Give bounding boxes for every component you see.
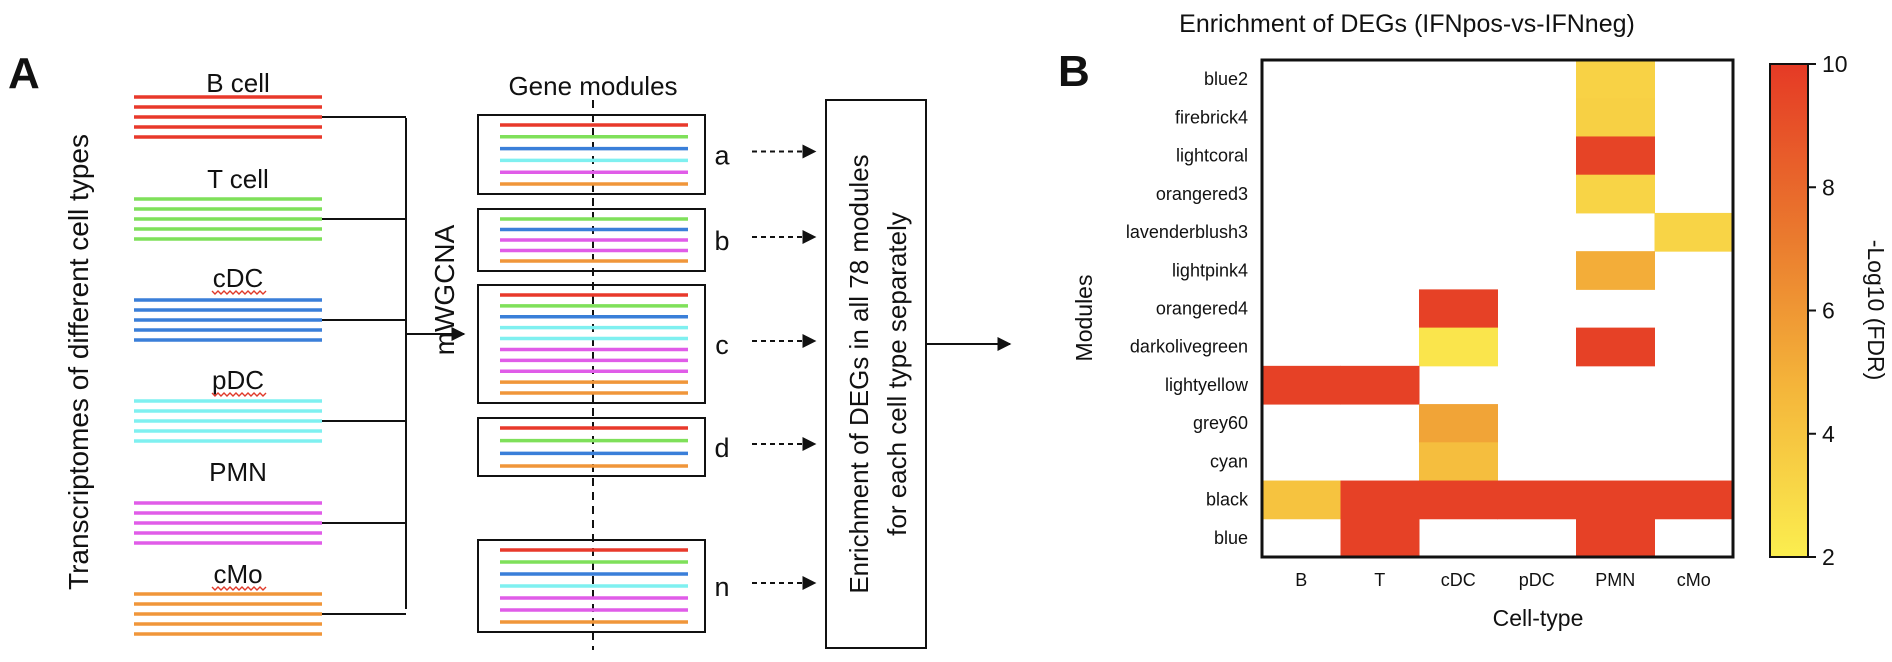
heatmap-cell-black-T	[1340, 480, 1420, 520]
panel-a-yaxis-label: Transcriptomes of different cell types	[63, 134, 94, 590]
y-tick-label: firebrick4	[1175, 107, 1248, 127]
module-box	[477, 539, 706, 633]
gene-module-d: d	[477, 417, 817, 477]
spellcheck-underline	[211, 290, 267, 295]
x-tick-label: PMN	[1595, 570, 1635, 590]
colorbar-tick-label: 2	[1822, 544, 1835, 570]
cell-type-label: pDC	[212, 365, 264, 395]
heatmap-cell-black-pDC	[1497, 480, 1577, 520]
enrichment-box	[825, 99, 927, 649]
colorbar-label: -Log10 (FDR)	[1863, 240, 1889, 381]
x-tick-label: cMo	[1677, 570, 1711, 590]
heatmap-cell-lightyellow-T	[1340, 365, 1420, 405]
colorbar-ticks: 2 4 6 8 10	[1808, 51, 1848, 570]
heatmap-cell-lightcoral-PMN	[1576, 136, 1655, 176]
module-label: b	[714, 226, 729, 256]
cell-type-label: cMo	[213, 559, 262, 589]
gene-module-a: a	[477, 114, 817, 195]
method-label: mWGCNA	[429, 224, 460, 355]
heatmap-cell-firebrick4-PMN	[1576, 98, 1655, 137]
colorbar	[1769, 63, 1809, 558]
module-label: d	[714, 433, 729, 463]
cell-type-label: cDC	[213, 263, 264, 293]
y-tick-label: blue2	[1204, 69, 1248, 89]
cell-type-cdc: cDC	[134, 263, 322, 342]
y-tick-label: black	[1206, 490, 1249, 510]
module-label: c	[715, 330, 729, 360]
heatmap-tick-labels: blue2 firebrick4 lightcoral orangered3 laven…	[1126, 69, 1711, 590]
heatmap-frame	[1260, 58, 1735, 559]
cell-type-pmn: PMN	[134, 457, 322, 545]
merge-connector	[322, 116, 407, 615]
cell-type-cmo: cMo	[134, 559, 322, 636]
module-box	[477, 417, 706, 477]
enrichment-box-line1: Enrichment of DEGs in all 78 modules	[844, 154, 874, 593]
colorbar-tick-label: 10	[1822, 51, 1848, 77]
module-box	[477, 114, 706, 195]
y-tick-label: grey60	[1193, 413, 1248, 433]
heatmap-cell-blue-T	[1340, 518, 1420, 558]
gene-module-b: b	[477, 208, 817, 272]
heatmap-cells	[1262, 60, 1734, 558]
module-label: a	[714, 141, 730, 171]
panel-a-letter: A	[8, 49, 40, 98]
heatmap-ylabel: Modules	[1071, 275, 1097, 362]
y-tick-label: lightyellow	[1165, 375, 1249, 395]
heatmap-cell-lightyellow-B	[1262, 365, 1341, 405]
y-tick-label: blue	[1214, 528, 1248, 548]
spellcheck-underline	[211, 392, 267, 397]
y-tick-label: orangered3	[1156, 184, 1248, 204]
spellcheck-underline	[211, 586, 267, 591]
cell-type-pdc: pDC	[134, 365, 322, 443]
cell-type-transcriptomes: B cell T cell cDC pDC PMN cMo	[134, 68, 322, 636]
cell-type-label: PMN	[209, 457, 267, 487]
y-tick-label: lightcoral	[1176, 146, 1248, 166]
gene-modules-header: Gene modules	[508, 71, 677, 101]
heatmap-cell-orangered3-PMN	[1576, 174, 1655, 214]
y-tick-label: cyan	[1210, 451, 1248, 471]
x-tick-label: pDC	[1519, 570, 1555, 590]
heatmap-cell-darkolivegreen-cDC	[1419, 327, 1498, 367]
heatmap-xlabel: Cell-type	[1493, 605, 1584, 631]
gene-module-boxes: a b c d n	[477, 114, 817, 633]
enrichment-box-line2: for each cell type separately	[882, 212, 912, 536]
module-label: n	[714, 572, 729, 602]
y-tick-label: lavenderblush3	[1126, 222, 1248, 242]
gene-module-c: c	[477, 284, 817, 404]
module-box	[477, 284, 706, 404]
heatmap-cell-darkolivegreen-PMN	[1576, 327, 1655, 367]
y-tick-label: lightpink4	[1172, 260, 1248, 280]
heatmap-cell-blue2-PMN	[1576, 60, 1655, 99]
colorbar-tick-label: 6	[1822, 298, 1835, 324]
heatmap-cell-black-B	[1262, 480, 1341, 520]
panel-b: B Enrichment of DEGs (IFNpos-vs-IFNneg) …	[1058, 10, 1889, 631]
gene-module-n: n	[477, 539, 817, 633]
heatmap-title: Enrichment of DEGs (IFNpos-vs-IFNneg)	[1179, 10, 1635, 38]
x-tick-label: cDC	[1441, 570, 1476, 590]
y-tick-label: darkolivegreen	[1130, 337, 1248, 357]
heatmap-cell-black-cDC	[1419, 480, 1498, 520]
panel-b-letter: B	[1058, 47, 1090, 96]
heatmap-cell-grey60-cDC	[1419, 404, 1498, 443]
colorbar-tick-label: 8	[1822, 174, 1835, 200]
panel-a: A Transcriptomes of different cell types…	[8, 49, 1012, 650]
heatmap-cell-black-PMN	[1576, 480, 1655, 520]
heatmap-cell-orangered4-cDC	[1419, 289, 1498, 329]
heatmap-cell-cyan-cDC	[1419, 442, 1498, 482]
heatmap-cell-lavenderblush3-cMo	[1654, 212, 1734, 252]
x-tick-label: B	[1295, 570, 1307, 590]
x-tick-label: T	[1374, 570, 1385, 590]
colorbar-tick-label: 4	[1822, 421, 1835, 447]
cell-type-b-cell: B cell	[134, 68, 322, 139]
heatmap-cell-blue-PMN	[1576, 518, 1655, 558]
cell-type-label: B cell	[206, 68, 270, 98]
y-tick-label: orangered4	[1156, 299, 1248, 319]
heatmap-cell-lightpink4-PMN	[1576, 251, 1655, 290]
cell-type-label: T cell	[207, 164, 269, 194]
module-box	[477, 208, 706, 272]
cell-type-t-cell: T cell	[134, 164, 322, 241]
heatmap-cell-black-cMo	[1654, 480, 1734, 520]
